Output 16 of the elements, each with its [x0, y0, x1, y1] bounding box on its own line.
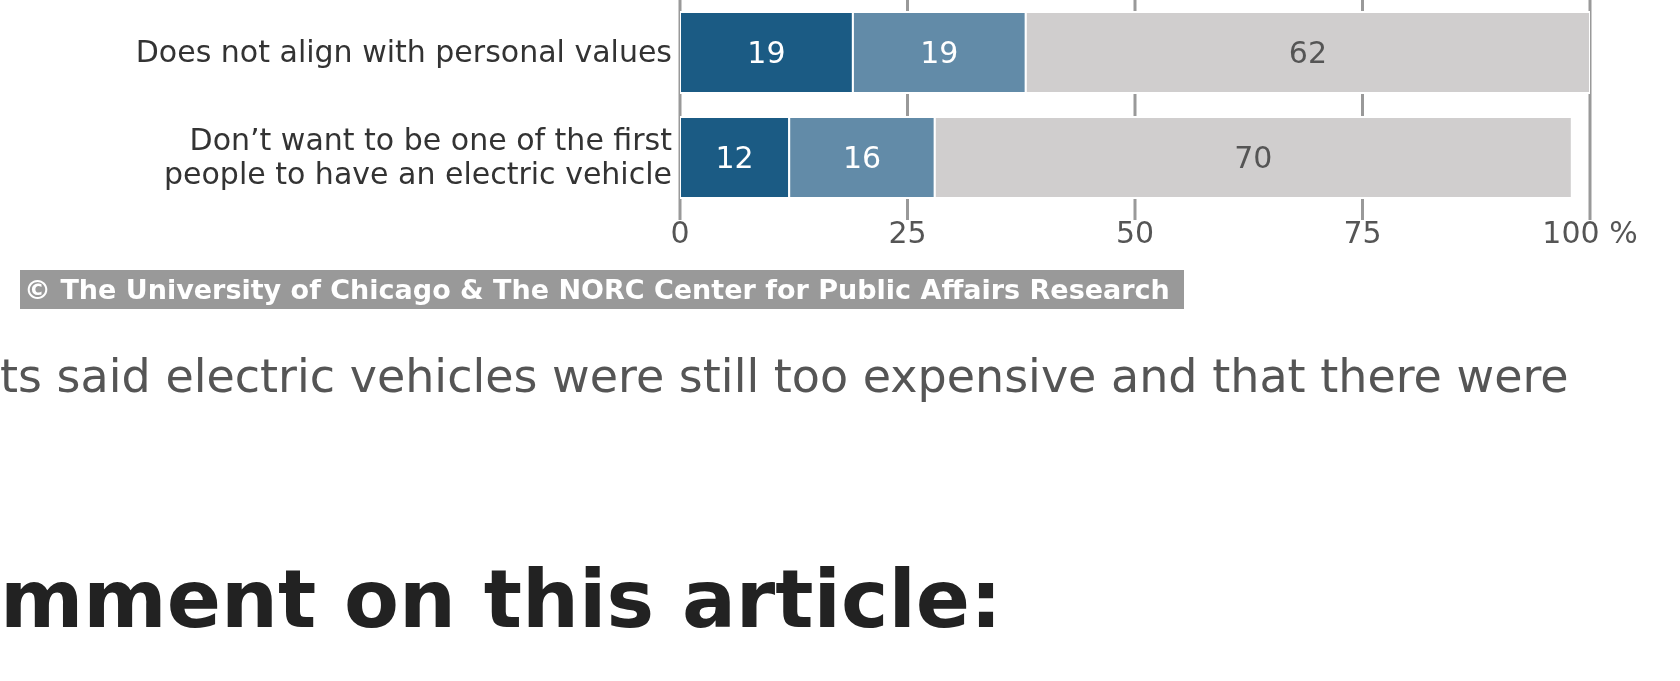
y-tick-label: Don’t want to be one of the first people to have an electric vehicle — [163, 121, 673, 190]
x-tick-label: 0 — [670, 215, 690, 251]
text: © The University of Chicago & The NORC Center for Public Affairs Research — [20, 270, 1184, 309]
data-label: 16 — [842, 140, 882, 176]
data-label: 12 — [715, 140, 754, 176]
data-label: 19 — [747, 35, 786, 71]
x-tick-label: 50 — [1115, 215, 1155, 251]
text: ts said electric vehicles were still too expensive and that there were — [0, 349, 1570, 403]
x-tick-label: 75 — [1343, 215, 1382, 251]
data-label: 62 — [1288, 35, 1327, 71]
y-tick-label: Does not align with personal values — [135, 33, 672, 68]
x-tick-label: 100 % — [1542, 215, 1638, 251]
x-tick-label: 25 — [888, 215, 927, 251]
text: mment on this article: — [0, 553, 1004, 646]
data-label: 19 — [920, 35, 959, 71]
data-label: 70 — [1234, 140, 1273, 176]
